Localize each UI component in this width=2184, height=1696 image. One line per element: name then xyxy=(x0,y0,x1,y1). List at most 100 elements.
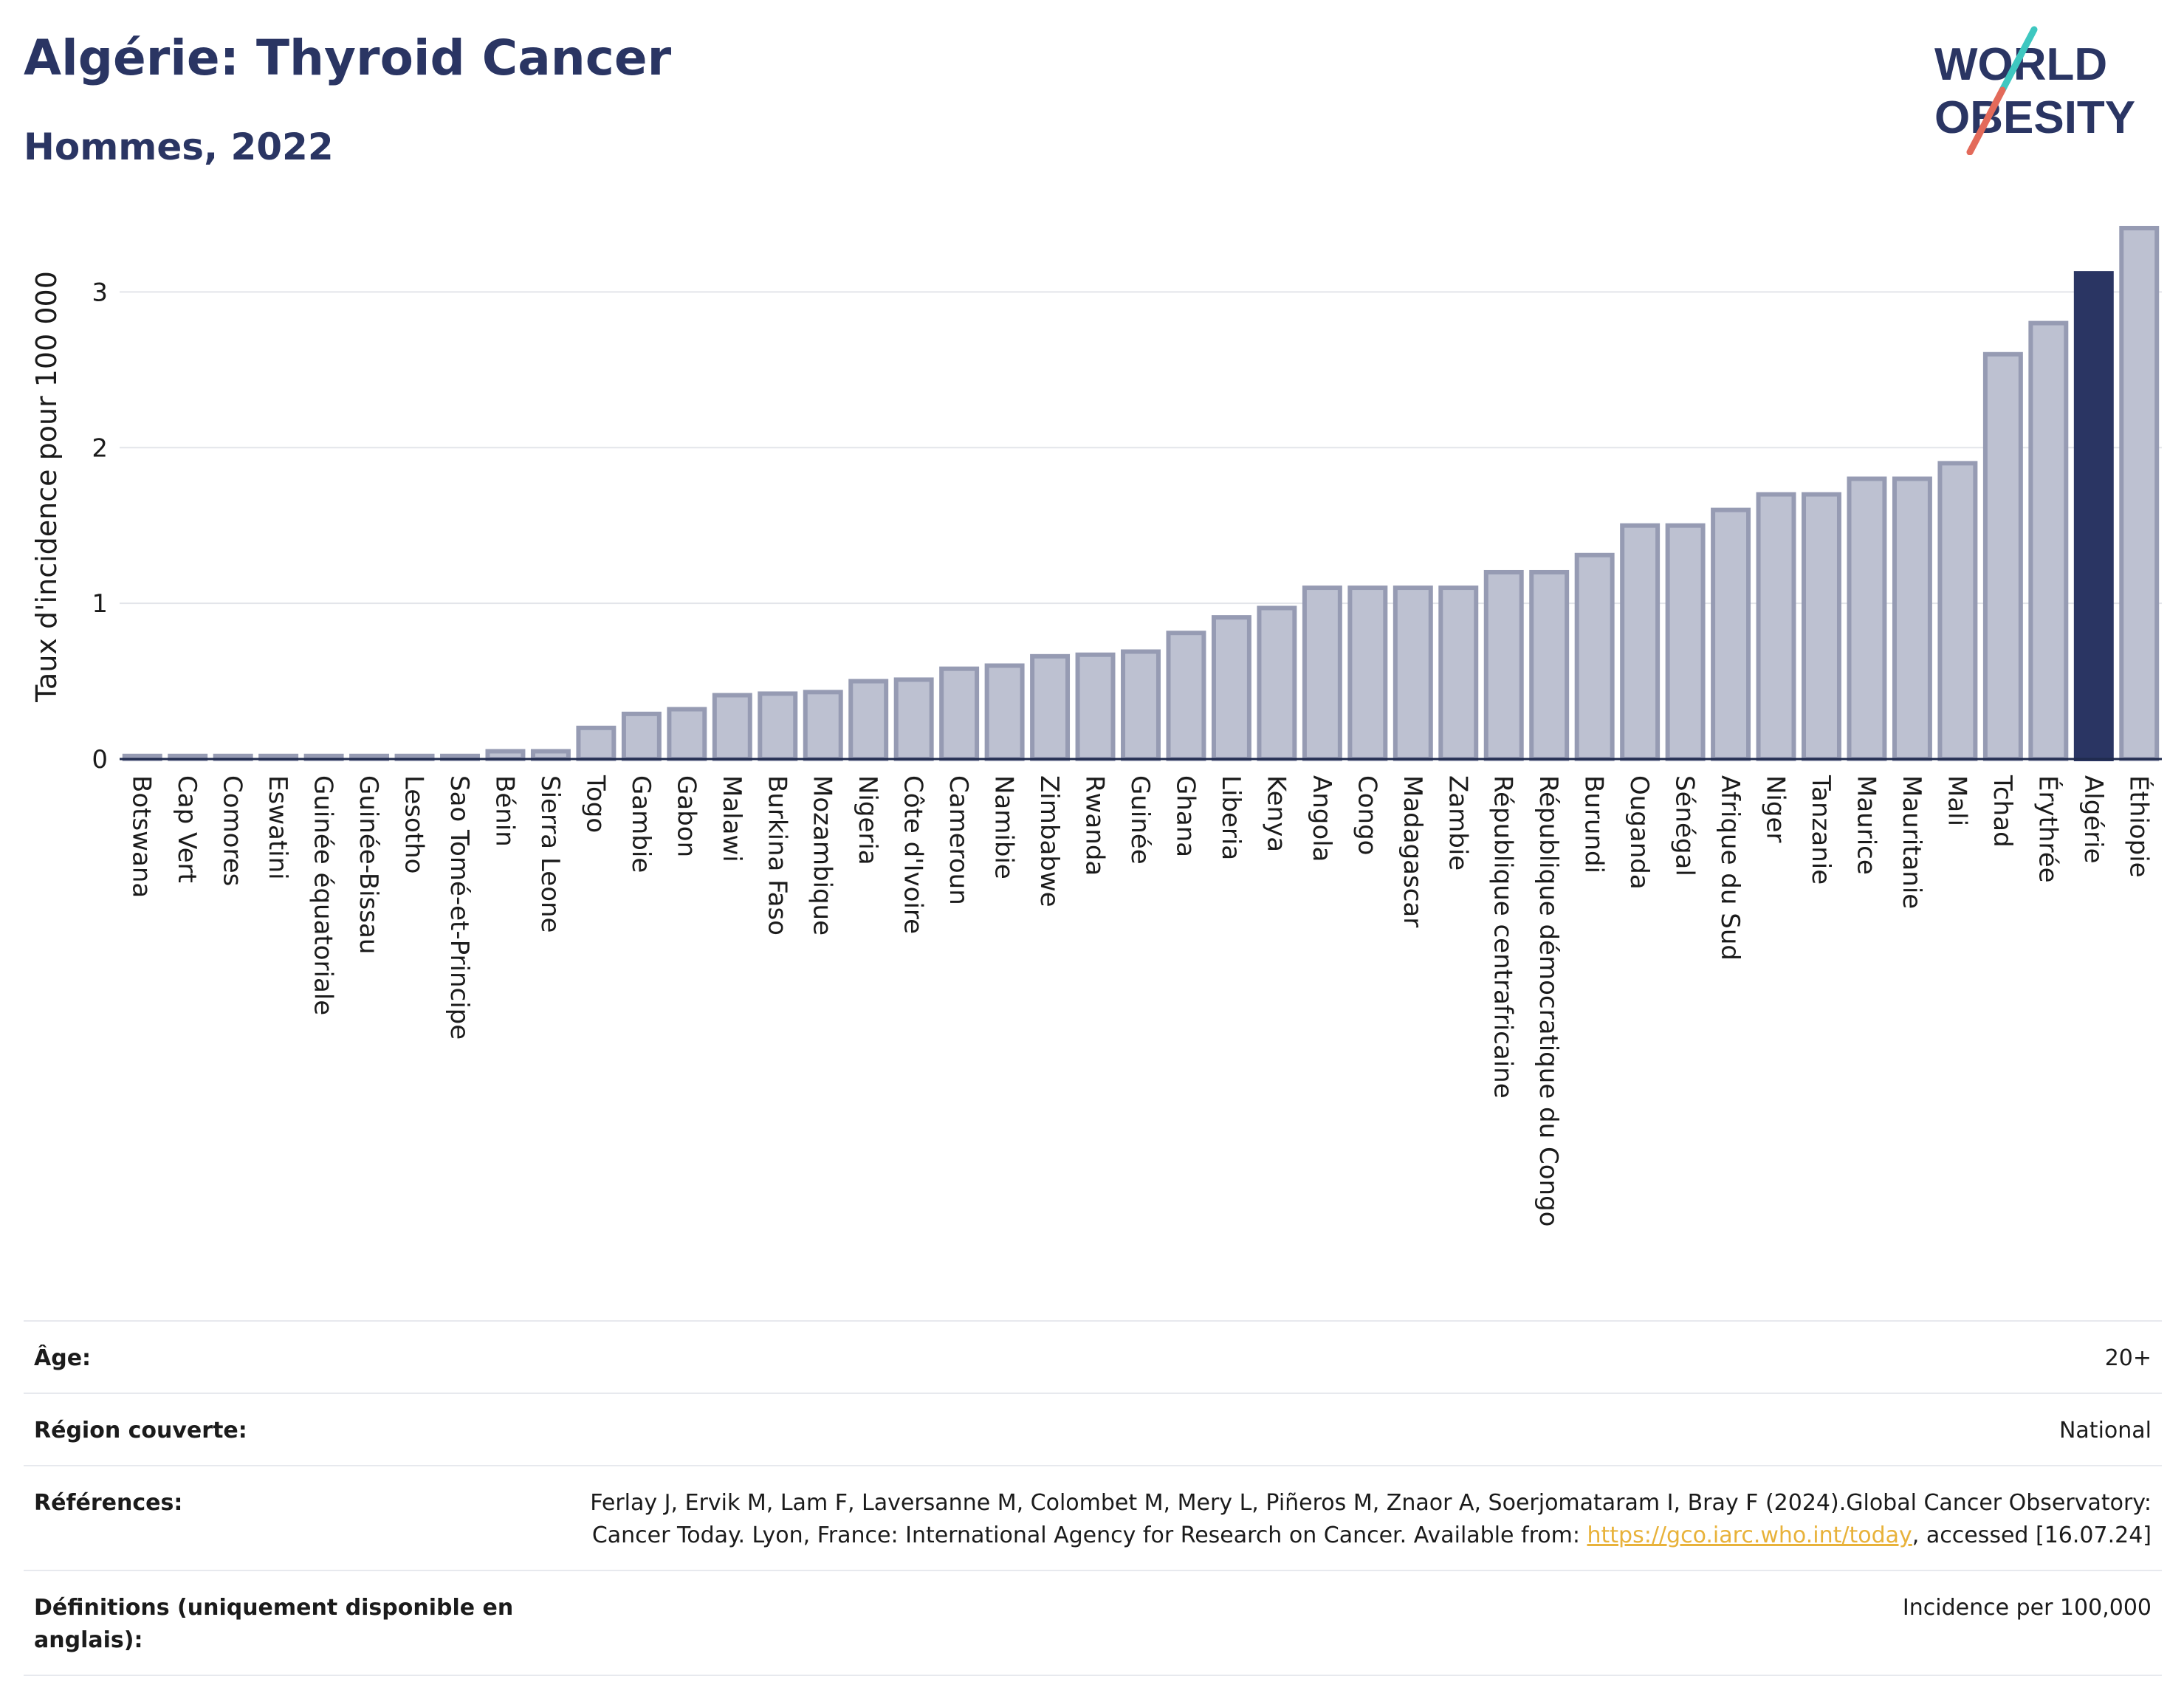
region-label: Région couverte: xyxy=(34,1418,247,1443)
page-subtitle: Hommes, 2022 xyxy=(24,126,334,168)
definitions-label: Définitions (uniquement disponible en an… xyxy=(34,1595,514,1653)
bar xyxy=(1529,569,1570,761)
bar xyxy=(2073,271,2114,761)
references-link[interactable]: https://gco.iarc.who.int/today xyxy=(1587,1522,1912,1548)
x-tick-label: Eswatini xyxy=(263,775,292,880)
bar xyxy=(803,690,843,761)
bar xyxy=(758,691,798,761)
x-tick-label: Sao Tomé-et-Principe xyxy=(444,775,474,1040)
bar xyxy=(1711,507,1751,762)
bar xyxy=(1257,605,1297,761)
bar xyxy=(1302,586,1342,761)
bar xyxy=(1847,476,1887,761)
bar xyxy=(939,666,980,762)
bar xyxy=(621,711,662,762)
x-tick-label: Guinée-Bissau xyxy=(354,775,383,954)
x-tick-label: Côte d'Ivoire xyxy=(899,775,928,934)
y-tick-label: 2 xyxy=(92,433,108,463)
bar xyxy=(1347,586,1388,761)
x-tick-label: Éthiopie xyxy=(2123,775,2154,878)
info-row-references: Références: Ferlay J, Ervik M, Lam F, La… xyxy=(24,1465,2162,1570)
x-tick-label: République démocratique du Congo xyxy=(1534,775,1563,1226)
x-tick-label: Bénin xyxy=(490,775,519,847)
info-row-region: Région couverte: National xyxy=(24,1393,2162,1465)
x-tick-label: Botswana xyxy=(127,775,157,898)
references-label: Références: xyxy=(34,1490,183,1516)
age-value: 20+ xyxy=(2104,1345,2152,1371)
y-axis-title: Taux d'incidence pour 100 000 xyxy=(30,271,63,703)
y-tick-label: 1 xyxy=(92,589,108,619)
x-tick-label: République centrafricaine xyxy=(1488,775,1518,1099)
x-tick-label: Rwanda xyxy=(1080,775,1110,876)
x-tick-label: Angola xyxy=(1307,775,1336,862)
info-row-definitions: Définitions (uniquement disponible en an… xyxy=(24,1570,2162,1676)
x-tick-label: Ouganda xyxy=(1624,775,1654,890)
bar xyxy=(1438,586,1479,761)
x-tick-label: Togo xyxy=(580,775,610,833)
bar xyxy=(1121,649,1161,761)
bar xyxy=(1802,492,1841,761)
x-tick-label: Lesotho xyxy=(399,775,429,873)
bar-chart: 0 1 2 3 Taux d'incidence pour 100 000 Botswan… xyxy=(30,225,2162,1226)
x-tick-label: Nigeria xyxy=(853,775,882,865)
bar xyxy=(667,707,707,761)
x-tick-label: Gabon xyxy=(671,775,701,857)
x-tick-label: Afrique du Sud xyxy=(1715,775,1745,961)
bar xyxy=(712,693,752,762)
age-label: Âge: xyxy=(34,1345,92,1371)
bar xyxy=(848,679,889,761)
x-tick-label: Sierra Leone xyxy=(535,775,565,933)
references-text: Ferlay J, Ervik M, Lam F, Laversanne M, … xyxy=(590,1490,2152,1548)
x-tick-label: Mauritanie xyxy=(1897,775,1926,909)
region-value: National xyxy=(2058,1418,2152,1443)
page-title: Algérie: Thyroid Cancer xyxy=(24,30,672,86)
bar xyxy=(1393,586,1433,761)
definitions-value: Incidence per 100,000 xyxy=(1902,1595,2152,1621)
bar xyxy=(893,677,934,761)
x-tick-label: Guinée équatoriale xyxy=(309,775,338,1015)
bar xyxy=(984,663,1025,761)
x-tick-label: Congo xyxy=(1352,775,1381,855)
bar xyxy=(1620,523,1661,761)
x-tick-label: Cameroun xyxy=(944,775,973,905)
x-tick-label: Mozambique xyxy=(808,775,837,935)
bar xyxy=(2119,225,2160,761)
x-tick-label: Niger xyxy=(1761,775,1790,842)
x-tick-label: Guinée xyxy=(1125,775,1155,865)
bar xyxy=(1211,615,1251,761)
x-tick-label: Tanzanie xyxy=(1806,775,1836,885)
bar xyxy=(2028,320,2069,762)
info-row-age: Âge: 20+ xyxy=(24,1320,2162,1393)
world-obesity-logo: WORLD OBESITY xyxy=(1934,26,2135,155)
x-tick-label: Érythrée xyxy=(2033,775,2063,883)
bar xyxy=(1937,461,1978,761)
x-tick-label: Algérie xyxy=(2078,775,2108,864)
x-tick-label: Zambie xyxy=(1443,775,1472,871)
references-accessed: , accessed [16.07.24] xyxy=(1912,1522,2152,1548)
bar xyxy=(1075,652,1116,761)
bar xyxy=(1030,653,1071,761)
x-tick-label: Liberia xyxy=(1216,775,1246,860)
x-tick-label: Zimbabwe xyxy=(1034,775,1064,907)
x-tick-label: Kenya xyxy=(1261,775,1291,852)
svg-text:OBESITY: OBESITY xyxy=(1934,92,2135,143)
references-value: Ferlay J, Ervik M, Lam F, Laversanne M, … xyxy=(564,1487,2152,1552)
y-tick-label: 0 xyxy=(92,745,108,775)
bar xyxy=(1982,351,2023,761)
bar xyxy=(1756,492,1796,761)
x-tick-label: Burundi xyxy=(1579,775,1609,873)
bar xyxy=(576,725,617,761)
x-tick-label: Malawi xyxy=(717,775,746,862)
x-tick-label: Ghana xyxy=(1170,775,1200,857)
x-tick-label: Sénégal xyxy=(1670,775,1700,876)
bar xyxy=(1892,476,1932,761)
bar xyxy=(1166,631,1206,761)
info-table: Âge: 20+ Région couverte: National Référ… xyxy=(24,1320,2162,1676)
bar xyxy=(485,749,526,762)
x-tick-label: Tchad xyxy=(1988,775,2017,848)
bar xyxy=(530,749,571,762)
x-tick-label: Burkina Faso xyxy=(762,775,791,935)
bar xyxy=(1574,552,1615,762)
x-tick-label: Comores xyxy=(218,775,247,886)
x-tick-label: Gambie xyxy=(626,775,656,873)
